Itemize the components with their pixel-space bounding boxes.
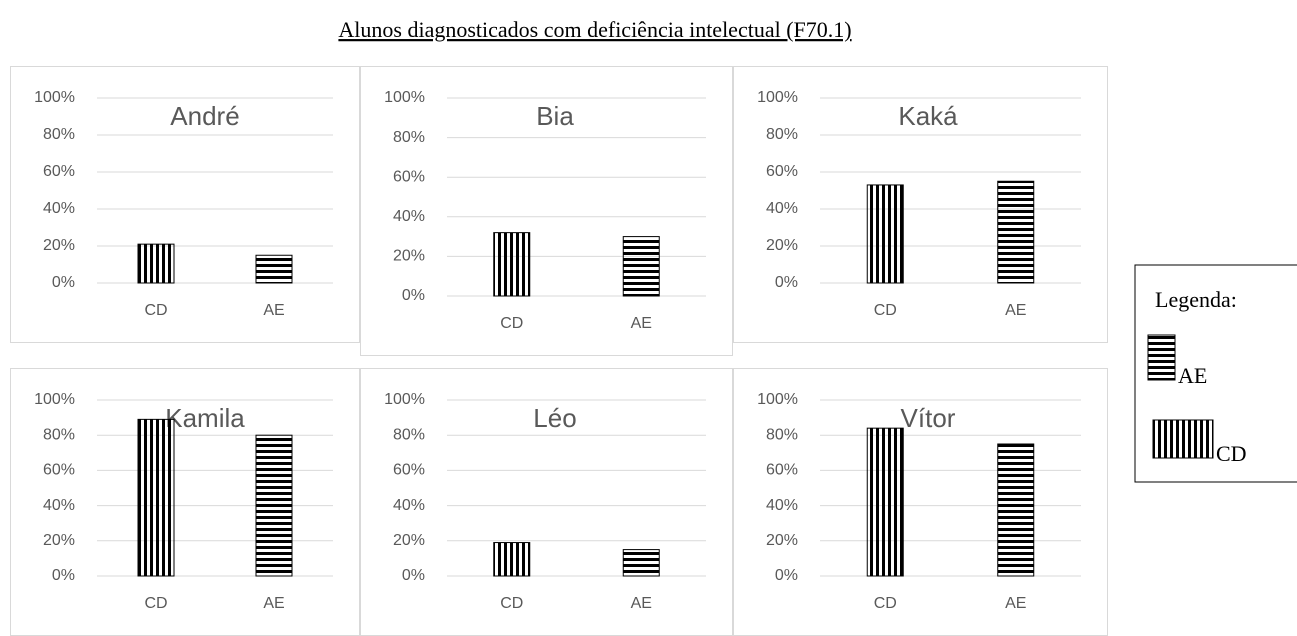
y-tick-label: 100%	[757, 89, 798, 106]
figure-title: Alunos diagnosticados com deficiência in…	[338, 17, 851, 42]
bar	[866, 184, 904, 284]
y-tick-label: 80%	[393, 129, 425, 146]
x-tick-label: AE	[631, 595, 652, 612]
bar	[137, 243, 175, 284]
legend-swatch	[1147, 334, 1176, 381]
legend-label: AE	[1178, 363, 1207, 388]
bar	[622, 549, 660, 577]
y-tick-label: 40%	[766, 200, 798, 217]
y-tick-label: 60%	[393, 462, 425, 479]
bar	[255, 254, 293, 284]
chart-title: Vítor	[901, 403, 956, 433]
y-tick-label: 100%	[384, 391, 425, 408]
legend-swatch	[1152, 419, 1214, 459]
panel-border	[10, 66, 360, 343]
y-tick-label: 100%	[34, 391, 75, 408]
x-tick-label: CD	[874, 595, 897, 612]
x-tick-label: CD	[144, 595, 167, 612]
y-tick-label: 60%	[43, 462, 75, 479]
y-tick-label: 0%	[52, 274, 75, 291]
chart-title: Bia	[536, 101, 574, 131]
x-tick-label: CD	[500, 315, 523, 332]
y-tick-label: 100%	[757, 391, 798, 408]
bar	[997, 180, 1035, 284]
y-tick-label: 40%	[43, 497, 75, 514]
x-tick-label: CD	[874, 302, 897, 319]
y-tick-label: 100%	[384, 89, 425, 106]
x-tick-label: AE	[263, 302, 284, 319]
y-tick-label: 0%	[775, 274, 798, 291]
bar	[137, 418, 175, 577]
x-tick-label: AE	[1005, 595, 1026, 612]
bar	[493, 542, 531, 577]
x-tick-label: AE	[263, 595, 284, 612]
y-tick-label: 0%	[402, 287, 425, 304]
bar	[493, 232, 531, 297]
y-tick-label: 80%	[766, 126, 798, 143]
bar	[255, 434, 293, 577]
y-tick-label: 60%	[393, 168, 425, 185]
panel-border	[733, 66, 1108, 343]
chart-title: Léo	[533, 403, 576, 433]
y-tick-label: 20%	[43, 237, 75, 254]
y-tick-label: 60%	[43, 163, 75, 180]
y-tick-label: 0%	[775, 567, 798, 584]
y-tick-label: 60%	[766, 163, 798, 180]
y-tick-label: 20%	[766, 532, 798, 549]
y-tick-label: 20%	[393, 248, 425, 265]
y-tick-label: 40%	[393, 497, 425, 514]
x-tick-label: AE	[631, 315, 652, 332]
y-tick-label: 80%	[43, 426, 75, 443]
chart-title: André	[170, 101, 239, 131]
y-tick-label: 40%	[43, 200, 75, 217]
x-tick-label: CD	[500, 595, 523, 612]
y-tick-label: 20%	[43, 532, 75, 549]
bar	[866, 427, 904, 577]
y-tick-label: 40%	[766, 497, 798, 514]
y-tick-label: 100%	[34, 89, 75, 106]
bar	[622, 236, 660, 297]
y-tick-label: 20%	[766, 237, 798, 254]
legend-label: CD	[1216, 441, 1247, 466]
y-tick-label: 80%	[43, 126, 75, 143]
bar	[997, 443, 1035, 577]
x-tick-label: CD	[144, 302, 167, 319]
y-tick-label: 0%	[402, 567, 425, 584]
legend-title: Legenda:	[1155, 287, 1237, 312]
chart-title: Kamila	[165, 403, 245, 433]
y-tick-label: 20%	[393, 532, 425, 549]
x-tick-label: AE	[1005, 302, 1026, 319]
y-tick-label: 0%	[52, 567, 75, 584]
chart-title: Kaká	[898, 101, 958, 131]
panel-border	[360, 66, 733, 356]
y-tick-label: 40%	[393, 208, 425, 225]
y-tick-label: 80%	[766, 426, 798, 443]
y-tick-label: 80%	[393, 426, 425, 443]
y-tick-label: 60%	[766, 462, 798, 479]
